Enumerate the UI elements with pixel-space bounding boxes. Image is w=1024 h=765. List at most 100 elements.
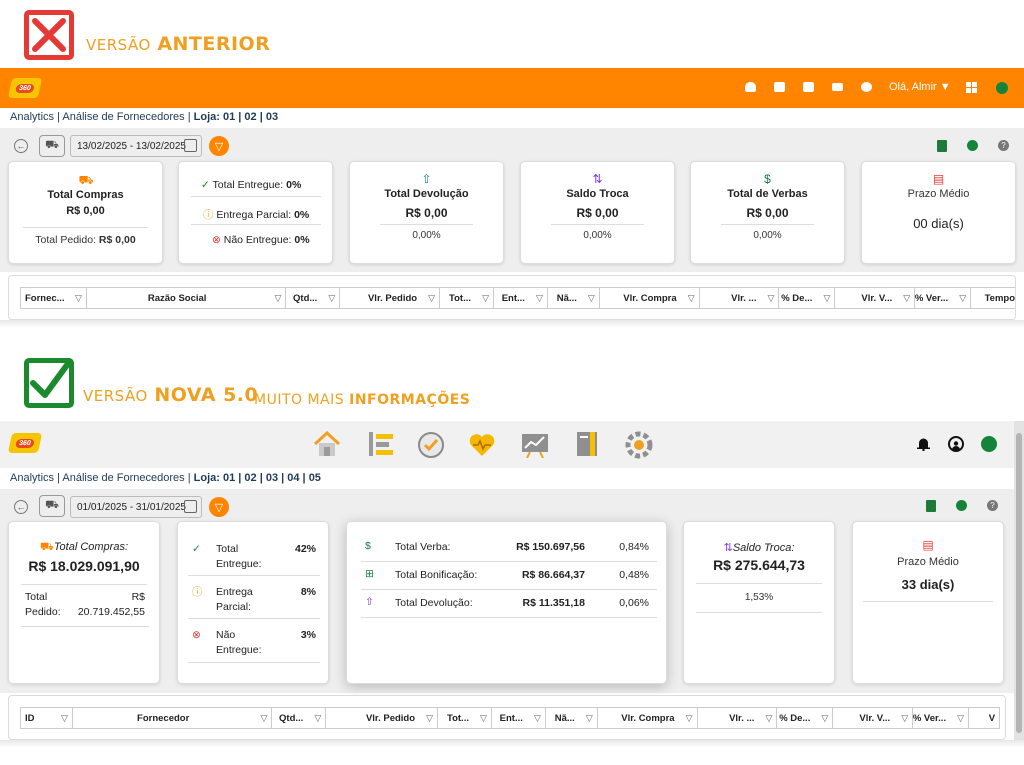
check-circle-icon: ✓ <box>201 179 210 191</box>
column-header[interactable]: % Ver... ▽ <box>913 708 970 728</box>
filter-icon[interactable]: ▽ <box>536 293 543 303</box>
filter-icon[interactable]: ▽ <box>767 293 775 303</box>
excel-icon[interactable] <box>926 500 936 512</box>
user-icon[interactable] <box>948 436 964 452</box>
status-parcial: ⓘ Entrega Parcial: 0% <box>203 207 309 222</box>
filter-icon[interactable]: ▽ <box>482 293 489 303</box>
filter-icon[interactable]: ▽ <box>957 713 965 723</box>
column-header[interactable]: Nã... ▽ <box>546 708 598 728</box>
breadcrumb-path[interactable]: Analytics | Análise de Fornecedores | <box>10 111 194 123</box>
sign-icon[interactable] <box>803 82 814 92</box>
filter-icon[interactable]: ▽ <box>480 713 487 723</box>
user-menu[interactable]: Olá, Almir ▼ <box>889 81 951 93</box>
column-header[interactable]: Vlr. V... ▽ <box>835 288 916 308</box>
help-icon[interactable]: ? <box>998 140 1009 151</box>
column-header[interactable]: Vlr. ... ▽ <box>698 708 778 728</box>
filter-icon[interactable]: ▽ <box>328 293 336 303</box>
column-header[interactable]: Ent... ▽ <box>494 288 548 308</box>
breadcrumb-store[interactable]: Loja: 01 | 02 | 03 <box>193 111 279 123</box>
troca-title-row: ⇅Saldo Troca: <box>684 541 834 554</box>
help-icon[interactable]: ? <box>987 500 998 511</box>
column-label: Fornec... <box>25 292 65 304</box>
calendar-icon[interactable] <box>184 500 197 513</box>
calendar-icon[interactable] <box>184 139 197 152</box>
chart-board-icon[interactable] <box>521 432 549 459</box>
filter-icon[interactable]: ▽ <box>61 713 68 723</box>
filter-icon[interactable]: ▽ <box>587 293 595 303</box>
column-header[interactable]: Tot... ▽ <box>440 288 494 308</box>
card-title: Total de Verbas <box>727 188 808 200</box>
grid-icon[interactable] <box>966 82 977 93</box>
card-prazo-medio: ▤ Prazo Médio 00 dia(s) <box>861 161 1016 264</box>
filter-icon[interactable]: ▽ <box>314 713 322 723</box>
column-header[interactable]: Vlr. Compra ▽ <box>600 288 700 308</box>
heart-pulse-icon[interactable] <box>468 433 496 457</box>
column-header[interactable]: Vlr. Compra ▽ <box>598 708 698 728</box>
column-header[interactable]: Qtd... ▽ <box>272 708 327 728</box>
card-title: Saldo Troca <box>566 188 629 200</box>
breadcrumb-path[interactable]: Analytics | Análise de Fornecedores | <box>10 472 194 484</box>
column-header[interactable]: Fornecedor ▽ <box>73 708 273 728</box>
column-header[interactable]: % De... ▽ <box>779 288 836 308</box>
check-clock-icon[interactable] <box>417 431 445 459</box>
filter-button[interactable]: ▽ <box>209 497 229 517</box>
chat-icon[interactable] <box>861 82 872 92</box>
home-icon[interactable] <box>313 430 341 457</box>
filter-button[interactable]: ▽ <box>209 136 229 156</box>
list-icon[interactable] <box>367 431 395 457</box>
column-header[interactable]: Vlr. V... ▽ <box>833 708 914 728</box>
filter-icon[interactable]: ▽ <box>903 293 911 303</box>
filter-icon[interactable]: ▽ <box>533 713 541 723</box>
building-icon[interactable] <box>774 82 785 92</box>
store-button[interactable]: ⛟ <box>39 135 65 157</box>
back-icon[interactable]: ← <box>14 500 28 514</box>
column-header[interactable]: Vlr. Pedido ▽ <box>340 288 441 308</box>
column-header[interactable]: Tot... ▽ <box>438 708 492 728</box>
filter-icon[interactable]: ▽ <box>426 713 434 723</box>
bell-icon[interactable] <box>917 437 930 452</box>
bell-icon[interactable] <box>745 82 756 92</box>
card-title: Saldo Troca: <box>732 542 795 554</box>
back-icon[interactable]: ← <box>14 139 28 153</box>
column-header[interactable]: Razão Social ▽ <box>87 288 287 308</box>
filter-icon[interactable]: ▽ <box>823 293 831 303</box>
camera-icon[interactable] <box>832 83 843 91</box>
gear-icon[interactable] <box>625 431 653 459</box>
filter-icon[interactable]: ▽ <box>260 713 268 723</box>
column-header[interactable]: Vlr. ... ▽ <box>700 288 780 308</box>
column-header[interactable]: % Ver... ▽ <box>915 288 972 308</box>
filter-icon[interactable]: ▽ <box>74 293 82 303</box>
notebook-icon[interactable] <box>575 430 599 458</box>
column-header[interactable]: ID ▽ <box>21 708 73 728</box>
clock-icon[interactable] <box>956 500 967 511</box>
column-header[interactable]: Nã... ▽ <box>548 288 600 308</box>
column-header[interactable]: % De... ▽ <box>777 708 834 728</box>
breadcrumb-store[interactable]: Loja: 01 | 02 | 03 | 04 | 05 <box>193 472 321 484</box>
filter-icon[interactable]: ▽ <box>901 713 909 723</box>
excel-icon[interactable] <box>937 140 947 152</box>
store-button[interactable]: ⛟ <box>39 495 65 517</box>
logo[interactable]: 360 <box>7 433 43 453</box>
filter-icon[interactable]: ▽ <box>274 293 282 303</box>
filter-icon[interactable]: ▽ <box>765 713 773 723</box>
filter-icon[interactable]: ▽ <box>428 293 436 303</box>
date-range-input[interactable]: 01/01/2025 - 31/01/2025 <box>70 496 202 518</box>
column-header[interactable]: Vlr. Pedido ▽ <box>326 708 439 728</box>
clock-icon[interactable] <box>967 140 978 151</box>
column-label: Vlr. Compra <box>621 712 675 724</box>
filter-icon[interactable]: ▽ <box>687 293 695 303</box>
filter-icon[interactable]: ▽ <box>685 713 693 723</box>
column-header[interactable]: Ent... ▽ <box>492 708 546 728</box>
filter-icon[interactable]: ▽ <box>585 713 593 723</box>
column-label: % De... <box>779 712 811 724</box>
filter-icon[interactable]: ▽ <box>959 293 967 303</box>
column-header[interactable]: Fornec... ▽ <box>21 288 87 308</box>
filter-icon[interactable]: ▽ <box>821 713 829 723</box>
column-header[interactable]: Tempo <box>971 288 1015 308</box>
date-range-input[interactable]: 13/02/2025 - 13/02/2025 <box>70 135 202 157</box>
column-header[interactable]: V <box>969 708 999 728</box>
scrollbar[interactable] <box>1014 421 1024 741</box>
verba-label: Total Verba: <box>395 541 451 553</box>
column-header[interactable]: Qtd... ▽ <box>286 288 341 308</box>
logo[interactable]: 360 <box>7 78 43 98</box>
